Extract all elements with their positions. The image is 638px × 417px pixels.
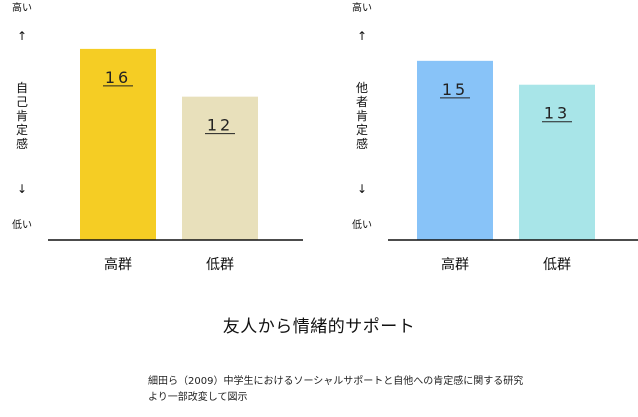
category-label-2-2: 低群 <box>543 257 571 273</box>
y-axis-label-2-char-1: 他 <box>356 81 368 95</box>
y-axis-label-1-char-3: 肯 <box>16 109 28 123</box>
y-axis-label-1-char-1: 自 <box>16 81 28 95</box>
chart-title: 友人から情緒的サポート <box>222 317 416 337</box>
bar-1-2 <box>182 96 258 241</box>
data-label-1-1: 16 <box>105 68 131 87</box>
bar-2-2 <box>519 84 595 240</box>
source-line-2: より一部改変して図示 <box>148 392 248 403</box>
y-top-label-2: 高い <box>352 1 372 14</box>
y-bottom-label-2: 低い <box>352 218 372 231</box>
y-axis-label-2-char-5: 感 <box>356 136 368 151</box>
data-label-2-2: 13 <box>544 104 570 123</box>
y-axis-label-2-char-2: 者 <box>356 95 368 109</box>
y-axis-label-2-char-3: 肯 <box>356 109 368 123</box>
down-arrow-icon-2: ↓ <box>357 182 367 196</box>
data-label-2-1: 15 <box>442 80 468 99</box>
y-axis-label-1-char-4: 定 <box>16 122 28 137</box>
up-arrow-icon-1: ↑ <box>17 29 27 43</box>
down-arrow-icon-1: ↓ <box>17 182 27 196</box>
y-bottom-label-1: 低い <box>12 218 32 231</box>
y-axis-label-2-char-4: 定 <box>356 122 368 137</box>
y-top-label-1: 高い <box>12 1 32 14</box>
y-axis-label-1-char-2: 己 <box>16 95 28 109</box>
source-line-1: 細田ら（2009）中学生におけるソーシャルサポートと自他への肯定感に関する研究 <box>148 376 524 387</box>
category-label-1-2: 低群 <box>206 257 234 273</box>
category-label-2-1: 高群 <box>441 256 469 273</box>
y-axis-label-1-char-5: 感 <box>16 136 28 151</box>
up-arrow-icon-2: ↑ <box>357 29 367 43</box>
bar-2-1 <box>417 60 493 241</box>
category-label-1-1: 高群 <box>104 256 132 273</box>
data-label-1-2: 12 <box>207 116 233 135</box>
bar-1-1 <box>80 48 156 241</box>
